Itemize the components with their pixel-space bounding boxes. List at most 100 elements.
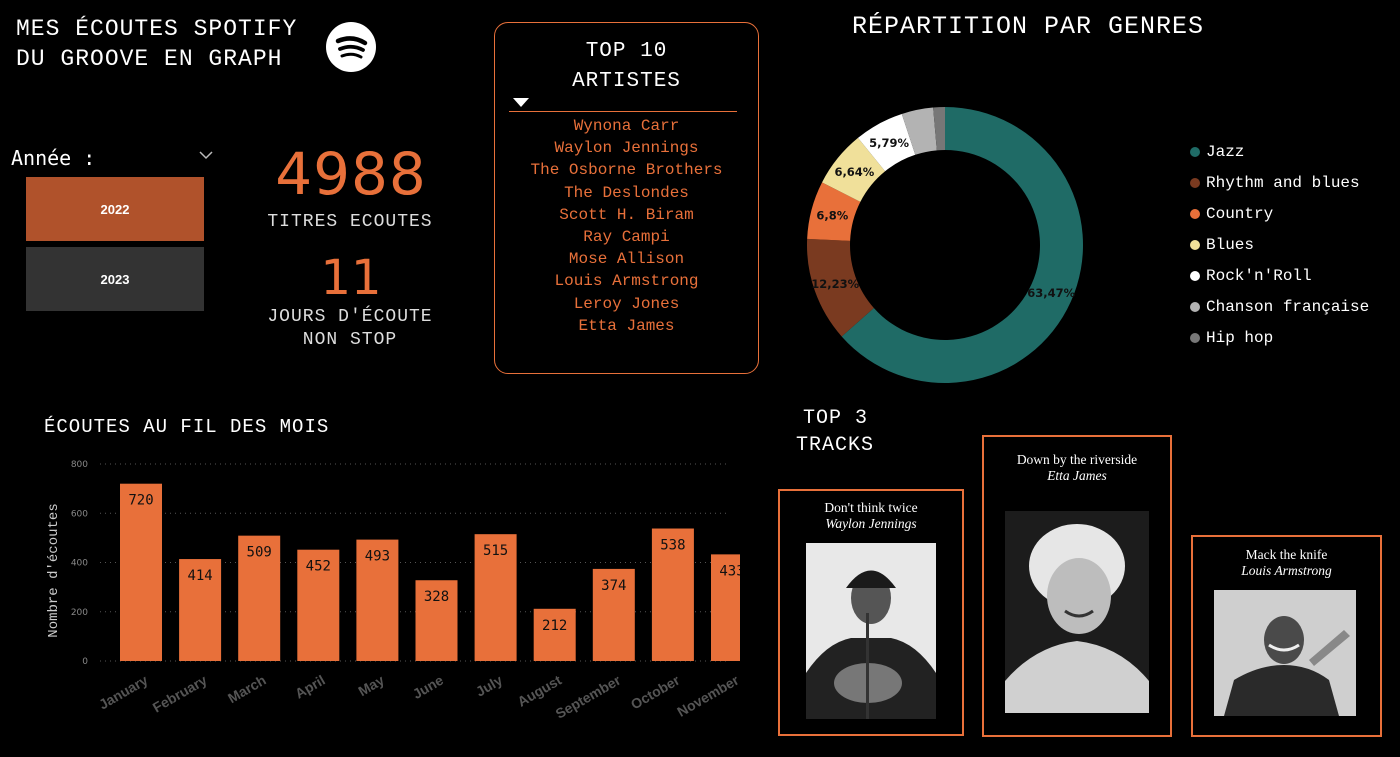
legend-item[interactable]: Blues: [1190, 233, 1369, 264]
donut-slice-chanson-fran-aise[interactable]: [901, 107, 937, 155]
top-artists-title-line-2: ARTISTES: [572, 70, 681, 93]
bar-data-label: 212: [542, 618, 567, 634]
title-line-1: MES ÉCOUTES SPOTIFY: [16, 16, 298, 42]
x-tick-label: March: [225, 672, 269, 706]
donut-slice-hip-hop[interactable]: [933, 107, 945, 151]
x-tick-label: June: [410, 672, 446, 702]
legend-item[interactable]: Hip hop: [1190, 326, 1369, 357]
top-tracks-title-line-1: TOP 3: [803, 407, 869, 430]
track-card[interactable]: Mack the knife Louis Armstrong: [1191, 535, 1382, 737]
legend-dot-icon: [1190, 333, 1200, 343]
y-tick-label: 200: [71, 608, 88, 618]
legend-dot-icon: [1190, 271, 1200, 281]
artist-item[interactable]: The Deslondes: [564, 183, 689, 202]
bar-january[interactable]: [120, 483, 162, 661]
bar-june[interactable]: [415, 580, 458, 661]
bar-march[interactable]: [238, 535, 281, 661]
dashboard-title: MES ÉCOUTES SPOTIFY DU GROOVE EN GRAPH: [16, 14, 297, 74]
track-artist: Waylon Jennings: [825, 516, 917, 531]
track-card[interactable]: Down by the riverside Etta James: [982, 435, 1172, 737]
track-artist: Etta James: [1047, 468, 1107, 483]
bar-data-label: 328: [424, 589, 449, 605]
bar-data-label: 515: [483, 543, 508, 559]
year-filter-label: Année :: [11, 146, 96, 170]
sort-triangle-icon[interactable]: [513, 98, 529, 107]
bar-february[interactable]: [179, 559, 222, 661]
track-name: Don't think twice: [824, 500, 918, 515]
bar-november[interactable]: [711, 554, 740, 661]
bar-august[interactable]: [533, 608, 576, 661]
donut-data-label: 12,23%: [811, 277, 859, 291]
artist-item[interactable]: The Osborne Brothers: [530, 161, 723, 180]
divider: [509, 111, 737, 112]
x-tick-label: May: [355, 672, 387, 700]
bar-data-label: 538: [660, 538, 685, 554]
donut-slice-blues[interactable]: [822, 137, 886, 202]
donut-slice-rock-n-roll[interactable]: [857, 113, 916, 172]
artist-photo: [1005, 511, 1149, 713]
artist-item[interactable]: Mose Allison: [568, 250, 685, 269]
artist-item[interactable]: Ray Campi: [583, 228, 670, 247]
track-name: Down by the riverside: [1016, 452, 1138, 467]
chevron-down-icon[interactable]: [196, 146, 216, 164]
legend-dot-icon: [1190, 209, 1200, 219]
bar-may[interactable]: [356, 539, 399, 661]
legend-item[interactable]: Rhythm and blues: [1190, 171, 1369, 202]
donut-data-label: 6,8%: [816, 208, 848, 222]
donut-slice-rhythm-and-blues[interactable]: [807, 238, 874, 337]
x-tick-label: April: [292, 672, 328, 702]
top-artists-list: Wynona Carr Waylon Jennings The Osborne …: [495, 115, 758, 337]
artist-item[interactable]: Wynona Carr: [573, 117, 680, 135]
donut-data-label: 5,79%: [869, 136, 909, 150]
donut-slice-country[interactable]: [807, 182, 861, 241]
legend-label: Hip hop: [1206, 329, 1274, 347]
bar-data-label: 452: [306, 559, 331, 575]
monthly-chart-title: ÉCOUTES AU FIL DES MOIS: [44, 416, 330, 438]
bar-data-label: 414: [187, 568, 212, 584]
legend-item[interactable]: Chanson française: [1190, 295, 1369, 326]
x-tick-label: November: [674, 671, 740, 719]
bar-july[interactable]: [474, 534, 517, 661]
x-tick-label: August: [514, 672, 564, 710]
artist-item[interactable]: Waylon Jennings: [554, 139, 699, 158]
track-name: Mack the knife: [1245, 547, 1328, 562]
jours-ecoute-label-line-1: JOURS D'ÉCOUTE: [267, 307, 433, 327]
artist-item[interactable]: Scott H. Biram: [559, 205, 694, 224]
bar-data-label: 509: [247, 545, 272, 561]
y-axis-label: Nombre d'écoutes: [46, 503, 62, 637]
year-button-2022[interactable]: 2022: [26, 177, 204, 241]
bar-data-label: 374: [601, 578, 626, 594]
y-tick-label: 400: [71, 559, 88, 569]
jours-ecoute-label-line-2: NON STOP: [302, 330, 398, 350]
x-tick-label: January: [96, 672, 151, 713]
jours-ecoute-value: 11: [320, 250, 382, 306]
bar-data-label: 433: [719, 563, 740, 579]
legend-item[interactable]: Country: [1190, 202, 1369, 233]
x-tick-label: September: [553, 671, 624, 721]
bar-april[interactable]: [297, 549, 340, 661]
genre-donut-chart: 63,47% 12,23% 6,8% 6,64% 5,79%: [807, 107, 1083, 384]
bar-october[interactable]: [651, 528, 694, 661]
donut-data-label: 6,64%: [834, 165, 874, 179]
track-artist: Louis Armstrong: [1241, 563, 1332, 578]
legend-label: Country: [1206, 205, 1274, 223]
year-button-2023[interactable]: 2023: [26, 247, 204, 311]
artist-item[interactable]: Leroy Jones: [573, 294, 680, 313]
track-card[interactable]: Don't think twice Waylon Jennings: [778, 489, 964, 736]
legend-label: Blues: [1206, 236, 1255, 254]
artist-item[interactable]: Etta James: [578, 316, 675, 335]
genre-legend: Jazz Rhythm and blues Country Blues Rock'n'R…: [1190, 140, 1369, 357]
title-line-2: DU GROOVE EN GRAPH: [16, 46, 283, 72]
top-tracks-title-line-2: TRACKS: [796, 434, 875, 457]
bar-data-label: 720: [128, 493, 153, 509]
legend-label: Rhythm and blues: [1206, 174, 1360, 192]
donut-slice-jazz[interactable]: [841, 107, 1083, 384]
artist-item[interactable]: Louis Armstrong: [554, 272, 699, 291]
legend-item[interactable]: Jazz: [1190, 140, 1369, 171]
y-tick-label: 600: [71, 509, 88, 519]
legend-item[interactable]: Rock'n'Roll: [1190, 264, 1369, 295]
x-tick-label: February: [150, 672, 210, 716]
bar-september[interactable]: [592, 568, 635, 661]
legend-dot-icon: [1190, 240, 1200, 250]
top-artists-card: TOP 10 ARTISTES Wynona Carr Waylon Jenni…: [494, 22, 759, 374]
